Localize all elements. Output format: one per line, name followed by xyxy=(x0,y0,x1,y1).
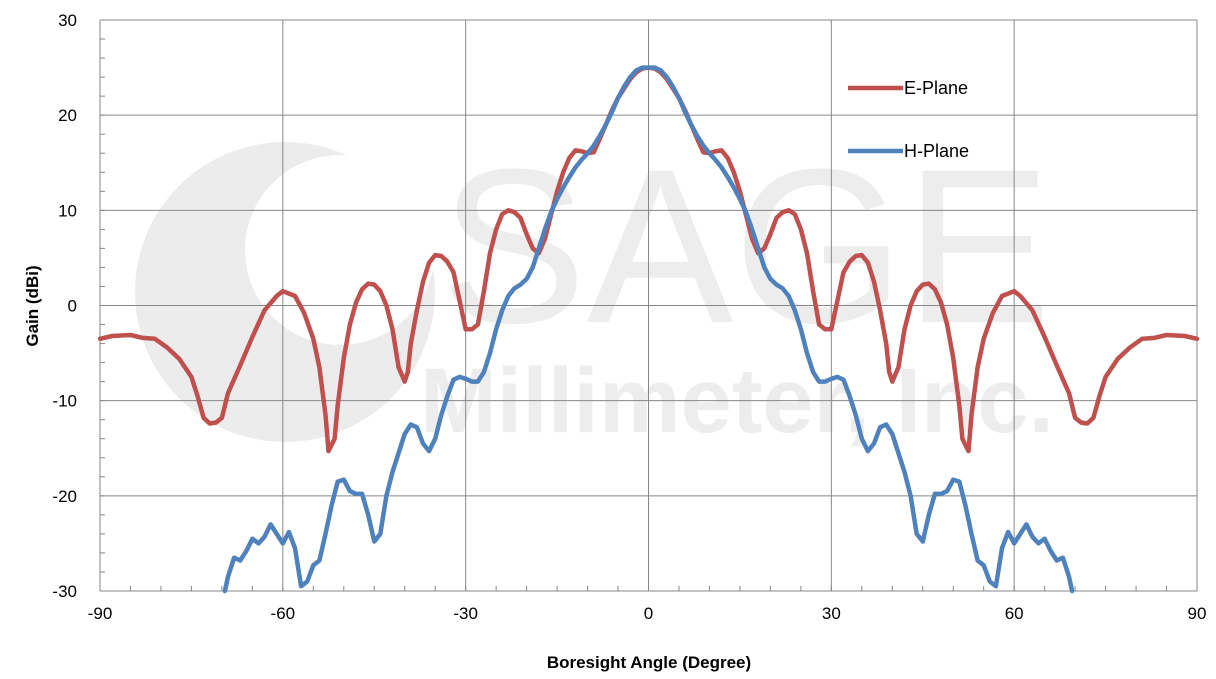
y-tick-label: -30 xyxy=(52,582,77,601)
watermark: SAGE Millimeter, Inc. xyxy=(135,123,1054,452)
y-tick-label: 10 xyxy=(58,201,77,220)
x-tick-label: -90 xyxy=(88,604,113,623)
grid xyxy=(99,19,1198,592)
legend-label-e-plane: E-Plane xyxy=(904,78,968,98)
axis-tick-labels: -90 -60 -30 0 30 60 90 -30 -20 -10 0 10 20 30 xyxy=(52,11,1206,623)
x-tick-label: 30 xyxy=(822,604,841,623)
y-tick-label: -10 xyxy=(52,392,77,411)
y-tick-label: 30 xyxy=(58,11,77,30)
y-axis-title: Gain (dBi) xyxy=(23,265,42,346)
watermark-logo-inner xyxy=(245,155,435,345)
series-layer xyxy=(97,65,1200,594)
x-axis-title: Boresight Angle (Degree) xyxy=(547,653,751,672)
y-tick-label: 20 xyxy=(58,106,77,125)
y-tick-label: 0 xyxy=(68,297,77,316)
legend-label-h-plane: H-Plane xyxy=(904,141,969,161)
x-tick-label: 60 xyxy=(1005,604,1024,623)
series-line-h-plane xyxy=(222,65,1075,594)
x-tick-label: 0 xyxy=(644,604,653,623)
x-tick-label: 90 xyxy=(1188,604,1207,623)
y-tick-label: -20 xyxy=(52,487,77,506)
x-tick-label: -30 xyxy=(453,604,478,623)
minor-ticks xyxy=(99,19,1198,592)
x-tick-label: -60 xyxy=(271,604,296,623)
legend: E-Plane H-Plane xyxy=(848,78,969,161)
